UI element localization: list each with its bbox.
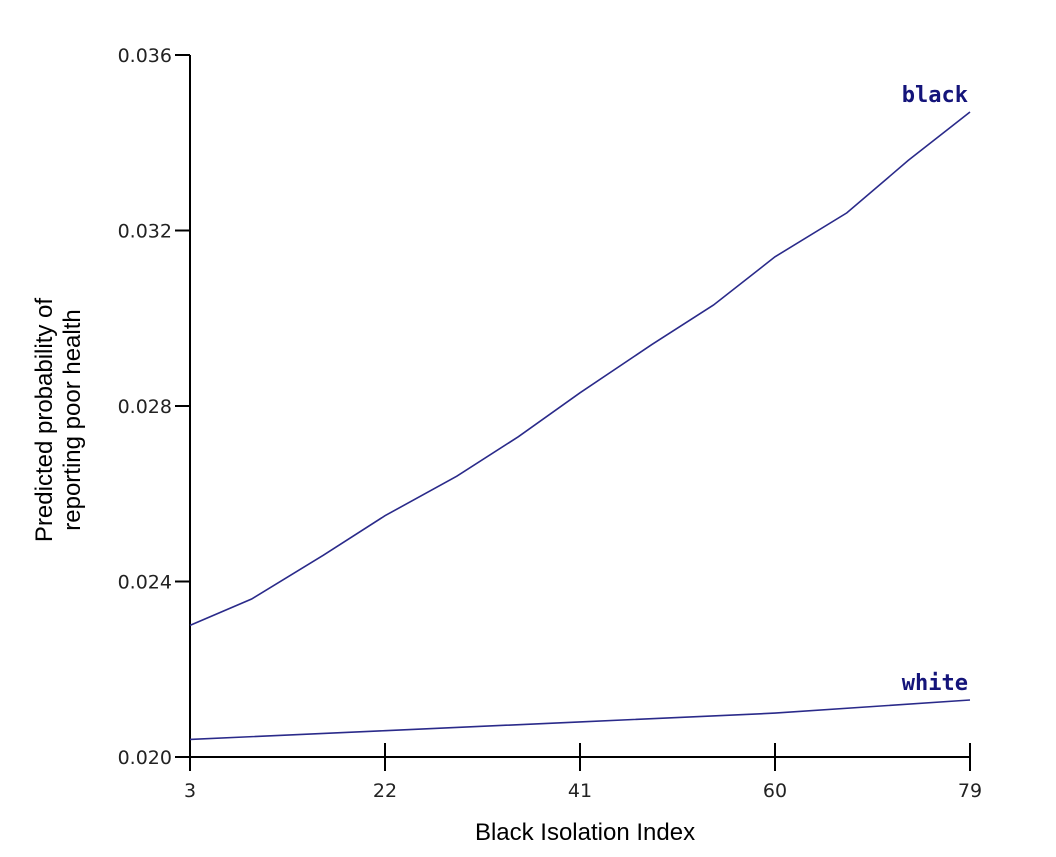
series-lines (189, 111, 971, 741)
series-labels: black white (902, 83, 968, 696)
y-axis-title: Predicted probability of reporting poor … (31, 298, 86, 542)
x-tick-label: 41 (568, 780, 592, 802)
x-tick-label: 79 (958, 780, 982, 802)
y-axis-title-line-1: Predicted probability of (31, 298, 58, 542)
y-tick-label: 0.020 (118, 747, 172, 769)
series-label-black: black (902, 83, 968, 108)
x-tick-label: 22 (373, 780, 397, 802)
y-tick-label: 0.032 (118, 221, 172, 243)
x-axis-title: Black Isolation Index (475, 819, 695, 846)
y-tick-label: 0.036 (118, 45, 172, 67)
x-tick-label: 3 (184, 780, 196, 802)
y-tick-label: 0.028 (118, 396, 172, 418)
series-line-white (189, 699, 971, 741)
series-line-black (189, 111, 971, 627)
y-tick-label: 0.024 (118, 572, 172, 594)
x-tick-label: 60 (763, 780, 787, 802)
x-axis-ticks: 3 22 41 60 79 (184, 743, 982, 802)
series-label-white: white (902, 671, 968, 696)
y-axis-title-line-2: reporting poor health (59, 309, 86, 530)
y-axis-ticks: 0.036 0.032 0.028 0.024 0.020 (118, 45, 190, 769)
